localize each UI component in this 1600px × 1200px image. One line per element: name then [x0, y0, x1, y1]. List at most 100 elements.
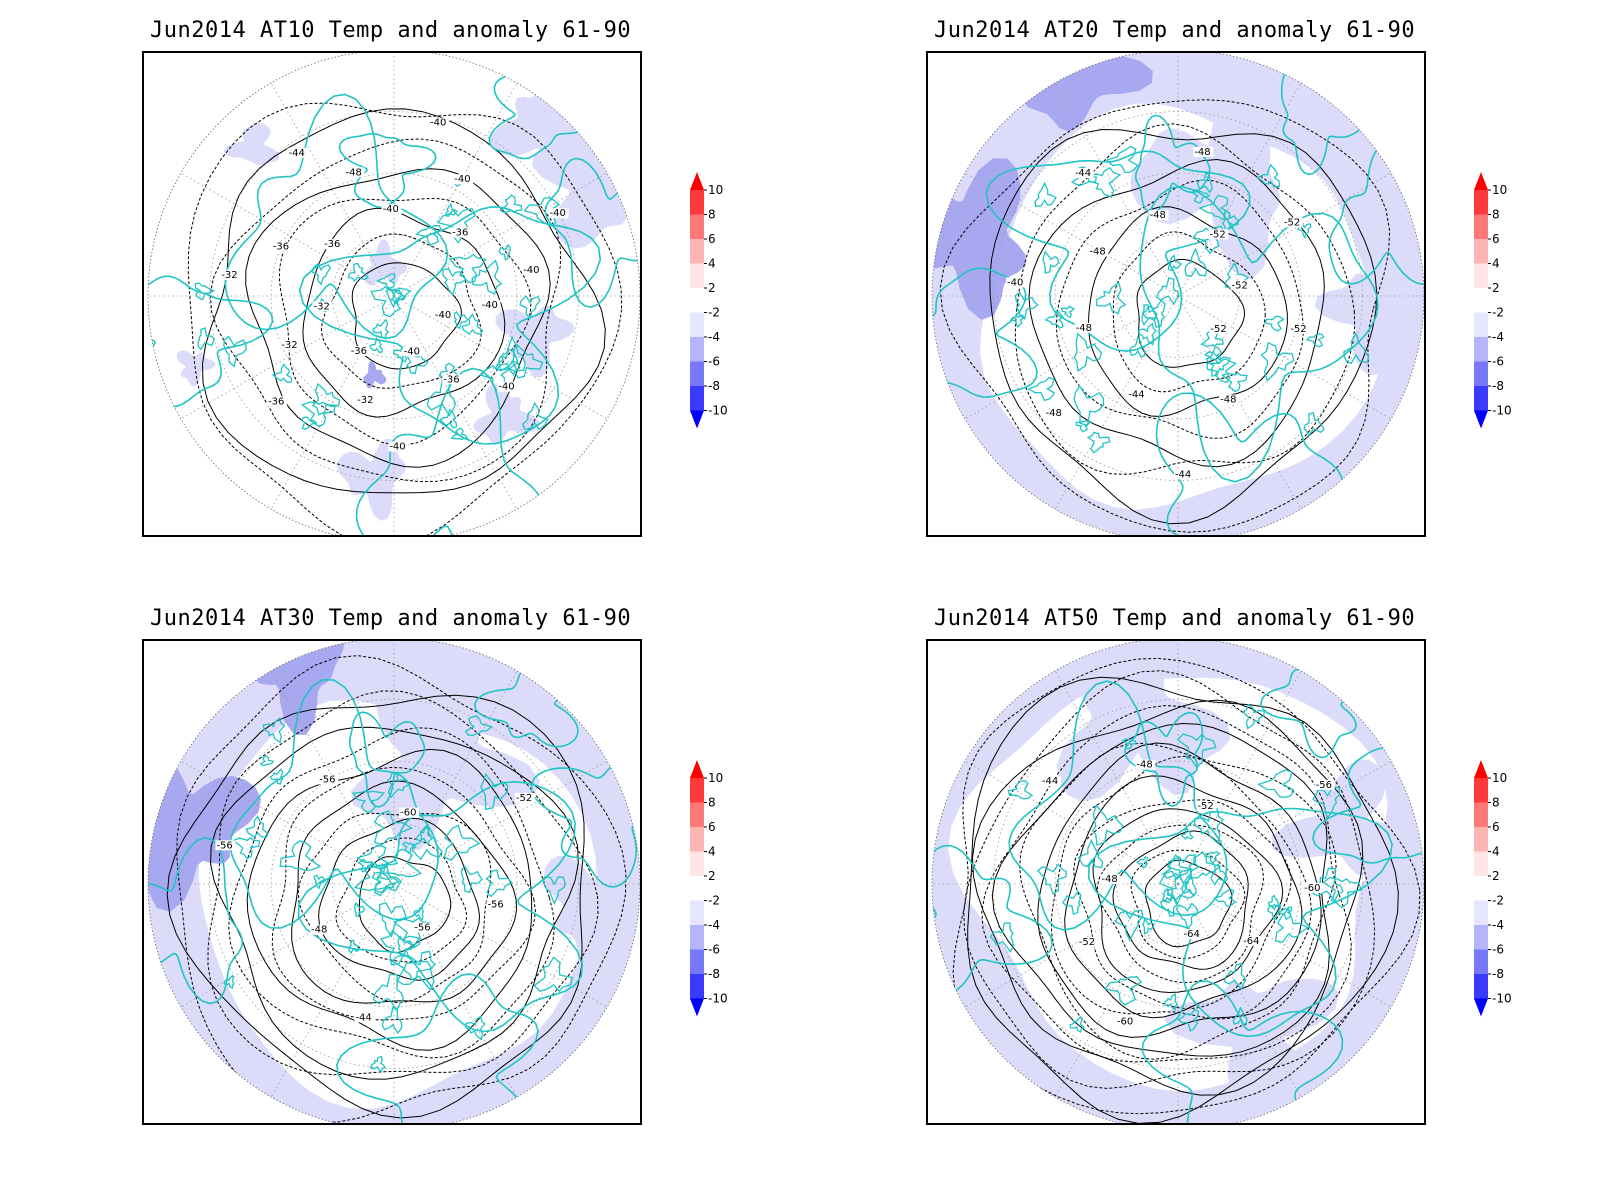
colorbar-segment — [690, 361, 704, 386]
colorbar-tick-label: 4 — [708, 845, 716, 859]
coastline-detail — [1232, 1006, 1248, 1026]
contour-label-bg — [349, 345, 370, 356]
anomaly-region — [363, 361, 387, 389]
longitude-line — [270, 883, 395, 1098]
colorbar-tick-label: 4 — [1492, 845, 1500, 859]
polar-stereographic-plot: -64 -60 -52 -48 -44 -48 -52 -56 -60 -64 — [931, 641, 1424, 1123]
coastline — [338, 132, 437, 209]
anomaly-region — [363, 239, 408, 286]
coastline — [932, 267, 1038, 398]
coastline-detail — [1062, 890, 1082, 915]
colorbar-tick-label: -4 — [708, 918, 720, 932]
temperature-contour — [207, 690, 599, 1076]
colorbar-segment — [690, 190, 704, 215]
colorbar-tick-label: -6 — [708, 355, 720, 369]
contour-label: -40 — [435, 310, 451, 321]
contour-label-bg — [1289, 324, 1310, 335]
colorbar-tick-label: -10 — [1492, 404, 1512, 418]
temperature-contour — [1014, 123, 1356, 475]
coastline-detail — [194, 282, 216, 301]
coastline-detail — [1159, 869, 1193, 907]
coastline-detail — [453, 310, 469, 330]
temperature-contour — [1136, 259, 1246, 368]
longitude-line — [180, 172, 395, 297]
coastline-detail — [381, 1006, 403, 1034]
coastline-detail — [1141, 304, 1158, 327]
coastline-detail — [460, 865, 483, 894]
colorbar-segment — [690, 900, 704, 925]
contour-label-bg — [318, 774, 339, 785]
temperature-contour — [351, 262, 462, 370]
temperature-contour — [952, 657, 1421, 1115]
anomaly-colorbar: 10 8 6 4 2 -2 -4 -6 -8 -10 — [686, 760, 746, 1040]
panel-title: Jun2014 AT10 Temp and anomaly 61-90 — [150, 18, 632, 43]
coastline — [148, 275, 274, 408]
temperature-contour — [210, 726, 579, 1080]
colorbar-segment — [1474, 386, 1488, 411]
contour-label: -48 — [345, 167, 361, 178]
coastline-detail — [1142, 917, 1155, 935]
colorbar-tick-label: 2 — [1492, 869, 1500, 883]
contour-label-bg — [442, 374, 463, 385]
longitude-line — [964, 883, 1179, 1008]
coastline — [224, 93, 449, 340]
coastline-detail — [300, 416, 318, 431]
colorbar-tick-label: 10 — [1492, 183, 1507, 197]
colorbar-segment — [1474, 876, 1488, 901]
contour-label-bg — [1074, 322, 1095, 333]
contour-label-bg — [1088, 246, 1109, 257]
coastline-detail — [382, 848, 423, 878]
coastline — [355, 367, 544, 535]
coastline-detail — [370, 286, 412, 318]
contour-label-bg — [1115, 1016, 1136, 1027]
coastline-detail — [1164, 992, 1179, 1012]
coastline-detail — [372, 318, 390, 339]
colorbar-svg: 10 8 6 4 2 -2 -4 -6 -8 -10 — [1474, 760, 1512, 1017]
colorbar-segment — [690, 337, 704, 362]
colorbar-tick-label: 4 — [708, 257, 716, 271]
contour-label-bg — [1314, 779, 1335, 790]
contour-label-bg — [323, 239, 344, 250]
latitude-circle — [1116, 234, 1240, 358]
coastline-detail — [415, 826, 433, 846]
longitude-line — [393, 172, 608, 297]
colorbar-tick-label: -6 — [1492, 355, 1504, 369]
temperature-contour — [963, 670, 1376, 1089]
coastline-detail — [259, 755, 275, 767]
coastline-detail — [390, 288, 407, 305]
coastline-detail — [464, 715, 493, 737]
longitude-line — [180, 883, 395, 1008]
coastline — [1124, 711, 1204, 807]
contour-label: -40 — [454, 174, 470, 185]
contour-label: -56 — [216, 840, 232, 851]
colorbar-tick-label: 10 — [708, 771, 723, 785]
coastline-detail — [1213, 888, 1237, 907]
contour-label: -60 — [1117, 1016, 1133, 1027]
colorbar-segment — [1474, 974, 1488, 999]
longitude-line — [1177, 883, 1302, 1098]
temperature-contour — [271, 766, 537, 1021]
contour-label-bg — [1230, 280, 1251, 291]
map-content — [148, 53, 640, 535]
contour-label-bg — [1006, 277, 1027, 288]
coastline-detail — [1305, 333, 1325, 348]
temperature-contour — [1092, 808, 1284, 994]
anomaly-region — [176, 350, 216, 387]
temperature-contour — [278, 197, 532, 446]
coastline-detail — [1138, 322, 1157, 346]
colorbar-tick-label: 8 — [1492, 208, 1500, 222]
temperature-contour — [981, 705, 1352, 1063]
contour-label: -44 — [1075, 168, 1091, 179]
coastline-detail — [1167, 254, 1183, 272]
colorbar-segment — [1474, 900, 1488, 925]
colorbar-segment — [1474, 337, 1488, 362]
coastline-detail — [480, 772, 509, 811]
contour-label-bg — [1219, 394, 1240, 405]
temperature-contour — [1112, 231, 1266, 393]
polar-map: -52 -48 -44 -44 -48 -48 -40 -48 -44 -48 -48 -52 -52 -… — [926, 51, 1426, 537]
coastline-detail — [438, 408, 458, 429]
temperature-contour — [1064, 775, 1303, 1019]
colorbar-svg: 10 8 6 4 2 -2 -4 -6 -8 -10 — [1474, 172, 1512, 429]
colorbar-arrow-bottom — [690, 998, 704, 1017]
contour-label-bg — [1148, 210, 1169, 221]
